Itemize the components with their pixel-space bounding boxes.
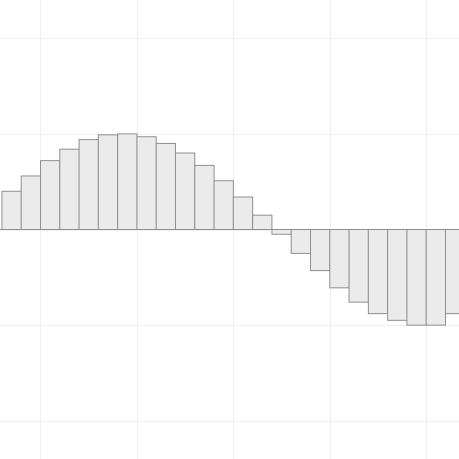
bar-11 — [213, 180, 234, 230]
bar-23 — [445, 229, 459, 315]
bar-4 — [78, 139, 99, 230]
bar-3 — [59, 148, 80, 230]
bar-1 — [20, 175, 41, 230]
bar-21 — [406, 229, 427, 326]
bar-13 — [252, 214, 273, 231]
bar-0 — [1, 190, 22, 230]
bar-15 — [290, 229, 311, 254]
bar-22 — [425, 229, 446, 326]
bar-2 — [40, 160, 61, 230]
chart-bars — [1, 133, 459, 326]
bar-17 — [329, 229, 350, 289]
bar-18 — [348, 229, 369, 303]
bar-14 — [271, 229, 292, 235]
bar-6 — [117, 133, 138, 231]
bar-19 — [367, 229, 389, 315]
bar-12 — [232, 196, 254, 231]
bar-7 — [136, 136, 157, 231]
bar-5 — [97, 134, 119, 230]
bar-9 — [175, 152, 196, 230]
bar-8 — [155, 142, 177, 230]
bar-16 — [310, 229, 331, 272]
bar-10 — [194, 164, 215, 230]
bar-20 — [387, 229, 408, 321]
